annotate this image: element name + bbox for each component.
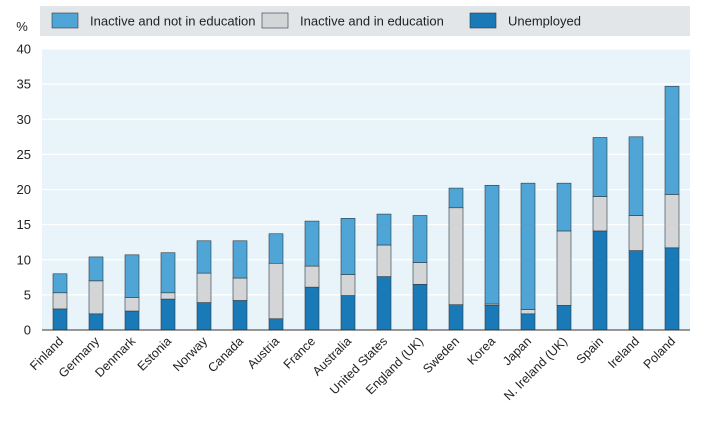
bar-unemployed-norway <box>196 302 212 331</box>
bar-unemployed-korea <box>484 305 500 331</box>
y-tick-label: 35 <box>17 77 31 92</box>
bar-inactive-and-not-in-education-france <box>304 220 320 267</box>
legend-swatch <box>51 12 79 29</box>
y-tick-label: 40 <box>17 42 31 57</box>
x-tick-label: Korea <box>465 334 499 368</box>
bar-inactive-and-not-in-education-korea <box>484 184 500 305</box>
bar-inactive-and-in-education-finland <box>52 292 68 310</box>
legend-background <box>40 6 690 36</box>
legend-label: Unemployed <box>508 14 581 29</box>
bars <box>52 85 680 331</box>
bar-inactive-and-not-in-education-denmark <box>124 254 140 298</box>
bar-inactive-and-in-education-australia <box>340 274 356 296</box>
bar-unemployed-united-states <box>376 276 392 331</box>
legend-swatch <box>469 12 497 29</box>
y-tick-label: 0 <box>24 323 31 338</box>
legend-swatch <box>261 12 289 29</box>
bar-unemployed-ireland <box>628 250 644 331</box>
bar-inactive-and-in-education-poland <box>664 194 680 249</box>
legend-label: Inactive and in education <box>300 14 444 29</box>
y-tick-label: 25 <box>17 147 31 162</box>
bar-inactive-and-in-education-germany <box>88 280 104 315</box>
x-tick-label: Estonia <box>135 334 174 373</box>
bar-inactive-and-not-in-education-norway <box>196 240 212 274</box>
y-tick-label: 20 <box>17 182 31 197</box>
bar-inactive-and-in-education-estonia <box>160 292 176 300</box>
bar-inactive-and-not-in-education-japan <box>520 182 536 310</box>
bar-inactive-and-not-in-education-australia <box>340 218 356 275</box>
bar-unemployed-estonia <box>160 298 176 331</box>
bar-inactive-and-not-in-education-england-uk <box>412 215 428 263</box>
bar-unemployed-france <box>304 286 320 331</box>
bar-inactive-and-in-education-n-ireland-uk <box>556 230 572 306</box>
x-tick-label: Poland <box>641 334 678 371</box>
bar-unemployed-australia <box>340 295 356 331</box>
bar-unemployed-austria <box>268 318 284 331</box>
x-tick-label: Sweden <box>420 334 462 376</box>
bar-inactive-and-in-education-england-uk <box>412 262 428 285</box>
bar-inactive-and-in-education-canada <box>232 277 248 301</box>
legend-label: Inactive and not in education <box>90 14 256 29</box>
x-tick-label: Austria <box>245 334 282 371</box>
bar-inactive-and-not-in-education-sweden <box>448 187 464 209</box>
bar-unemployed-germany <box>88 313 104 331</box>
x-tick-label: Japan <box>500 334 534 368</box>
y-unit-label: % <box>16 19 28 34</box>
bar-unemployed-canada <box>232 300 248 331</box>
x-tick-label: Canada <box>205 334 246 375</box>
y-tick-label: 15 <box>17 217 31 232</box>
x-tick-label: Spain <box>574 334 607 367</box>
bar-inactive-and-not-in-education-austria <box>268 233 284 264</box>
bar-inactive-and-in-education-ireland <box>628 215 644 251</box>
bar-inactive-and-in-education-france <box>304 265 320 288</box>
bar-inactive-and-not-in-education-poland <box>664 85 680 195</box>
x-axis: FinlandGermanyDenmarkEstoniaNorwayCanada… <box>27 334 678 403</box>
bar-unemployed-n-ireland-uk <box>556 305 572 331</box>
bar-inactive-and-not-in-education-united-states <box>376 213 392 246</box>
bar-inactive-and-not-in-education-finland <box>52 273 68 294</box>
bar-inactive-and-not-in-education-spain <box>592 137 608 197</box>
legend: Inactive and not in education Inactive an… <box>51 12 581 29</box>
bar-inactive-and-in-education-united-states <box>376 244 392 277</box>
y-axis: 0 5 10 15 20 25 30 35 40 <box>17 42 31 338</box>
x-tick-label: Norway <box>170 334 210 374</box>
bar-inactive-and-not-in-education-n-ireland-uk <box>556 182 572 232</box>
y-tick-label: 5 <box>24 287 31 302</box>
bar-unemployed-spain <box>592 230 608 331</box>
bar-inactive-and-not-in-education-ireland <box>628 136 644 216</box>
bar-inactive-and-not-in-education-canada <box>232 240 248 279</box>
bar-unemployed-sweden <box>448 304 464 331</box>
bar-inactive-and-not-in-education-estonia <box>160 252 176 294</box>
bar-inactive-and-in-education-japan <box>520 309 536 315</box>
bar-unemployed-england-uk <box>412 284 428 331</box>
bar-inactive-and-in-education-spain <box>592 196 608 232</box>
bar-inactive-and-in-education-denmark <box>124 297 140 312</box>
bar-inactive-and-in-education-norway <box>196 272 212 303</box>
bar-unemployed-poland <box>664 247 680 331</box>
bar-unemployed-denmark <box>124 310 140 331</box>
bar-inactive-and-not-in-education-germany <box>88 256 104 282</box>
bar-inactive-and-in-education-austria <box>268 262 284 320</box>
bar-unemployed-finland <box>52 308 68 331</box>
y-tick-label: 10 <box>17 252 31 267</box>
y-tick-label: 30 <box>17 112 31 127</box>
x-tick-label: N. Ireland (UK) <box>501 334 570 403</box>
x-tick-label: Denmark <box>92 334 138 380</box>
bar-inactive-and-in-education-sweden <box>448 207 464 306</box>
x-tick-label: Ireland <box>605 334 642 371</box>
bar-unemployed-japan <box>520 313 536 331</box>
